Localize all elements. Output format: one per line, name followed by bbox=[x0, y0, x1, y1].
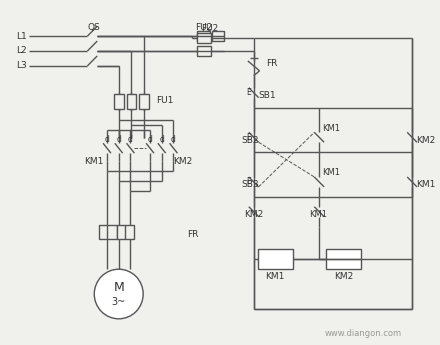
Text: L2: L2 bbox=[16, 47, 27, 56]
Text: KM2: KM2 bbox=[334, 272, 353, 281]
Text: KM1: KM1 bbox=[309, 210, 327, 219]
Bar bbox=[99, 225, 117, 239]
Text: 3~: 3~ bbox=[112, 297, 126, 307]
Text: FR: FR bbox=[266, 59, 278, 68]
Text: L1: L1 bbox=[16, 32, 27, 41]
Text: KM1: KM1 bbox=[416, 180, 435, 189]
Text: KM1: KM1 bbox=[322, 124, 340, 133]
Bar bbox=[197, 46, 211, 56]
Text: E: E bbox=[246, 177, 251, 186]
Text: KM1: KM1 bbox=[84, 157, 104, 166]
Text: d: d bbox=[128, 135, 133, 144]
Text: SB2: SB2 bbox=[241, 136, 258, 145]
Bar bbox=[197, 31, 210, 41]
Text: KM1: KM1 bbox=[322, 168, 340, 177]
Text: QS: QS bbox=[88, 23, 101, 32]
Text: E: E bbox=[246, 88, 251, 97]
Bar bbox=[326, 249, 361, 269]
Bar bbox=[197, 33, 211, 43]
Bar bbox=[212, 31, 224, 41]
Bar bbox=[257, 249, 293, 269]
Text: E: E bbox=[246, 133, 251, 142]
Text: d: d bbox=[105, 135, 110, 144]
Bar bbox=[139, 93, 149, 109]
Text: KM2: KM2 bbox=[416, 136, 435, 145]
Text: FR: FR bbox=[187, 230, 198, 239]
Text: M: M bbox=[114, 280, 124, 294]
Text: FU1: FU1 bbox=[156, 96, 173, 105]
Text: d: d bbox=[159, 135, 164, 144]
Text: SB3: SB3 bbox=[241, 180, 259, 189]
Bar bbox=[117, 225, 134, 239]
Text: d: d bbox=[116, 135, 121, 144]
Text: KM2: KM2 bbox=[244, 210, 263, 219]
Text: KM2: KM2 bbox=[173, 157, 193, 166]
Text: FU2: FU2 bbox=[201, 24, 218, 33]
Text: KM1: KM1 bbox=[265, 272, 285, 281]
Bar bbox=[114, 93, 124, 109]
Text: L3: L3 bbox=[16, 61, 27, 70]
Bar bbox=[127, 93, 136, 109]
Text: www.diangon.com: www.diangon.com bbox=[325, 329, 402, 338]
Text: SB1: SB1 bbox=[259, 91, 276, 100]
Text: d: d bbox=[147, 135, 152, 144]
Text: FU2: FU2 bbox=[195, 23, 213, 32]
Circle shape bbox=[94, 269, 143, 319]
Text: d: d bbox=[171, 135, 176, 144]
